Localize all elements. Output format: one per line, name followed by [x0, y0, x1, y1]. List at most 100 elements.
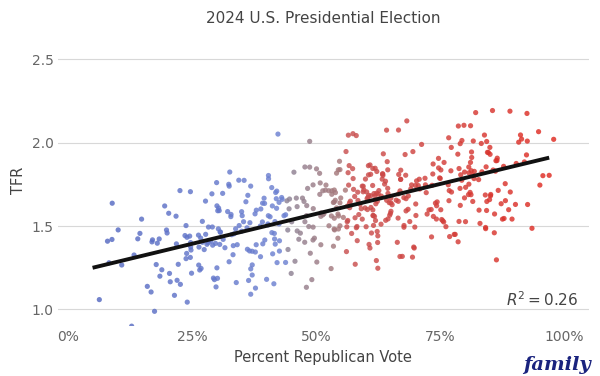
Point — [316, 210, 326, 216]
Point — [393, 215, 403, 221]
Point — [434, 165, 443, 171]
Point — [490, 211, 499, 217]
Point — [362, 196, 372, 202]
Point — [434, 155, 443, 161]
Point — [386, 200, 396, 206]
Point — [346, 198, 355, 204]
Point — [464, 170, 474, 176]
Point — [211, 240, 220, 246]
Point — [209, 277, 219, 283]
Point — [454, 218, 464, 224]
Point — [521, 152, 531, 158]
Point — [201, 231, 211, 237]
Point — [368, 212, 378, 218]
Point — [326, 265, 336, 271]
Point — [324, 223, 334, 229]
Point — [474, 177, 484, 183]
Point — [493, 187, 503, 193]
Point — [490, 230, 499, 236]
Point — [364, 172, 373, 178]
Point — [427, 206, 436, 212]
Point — [246, 266, 256, 272]
Point — [343, 219, 352, 225]
Point — [289, 169, 299, 175]
Point — [373, 240, 382, 246]
Point — [491, 257, 501, 263]
Point — [464, 192, 473, 198]
Point — [428, 161, 438, 167]
Point — [282, 198, 292, 204]
Point — [329, 243, 338, 249]
Point — [366, 171, 376, 177]
Point — [181, 223, 191, 229]
Point — [362, 189, 371, 195]
Point — [275, 238, 284, 244]
Point — [194, 262, 203, 268]
Point — [405, 218, 415, 224]
Point — [350, 261, 360, 267]
Point — [113, 227, 123, 233]
Point — [376, 193, 386, 199]
Point — [457, 138, 467, 144]
Point — [292, 228, 302, 234]
Point — [154, 236, 164, 242]
X-axis label: Percent Republican Vote: Percent Republican Vote — [235, 350, 412, 365]
Point — [352, 133, 361, 139]
Point — [224, 183, 234, 189]
Point — [262, 276, 271, 282]
Point — [371, 201, 380, 207]
Point — [212, 265, 222, 271]
Point — [368, 182, 377, 188]
Point — [286, 270, 296, 276]
Point — [335, 200, 345, 206]
Point — [215, 229, 225, 235]
Point — [388, 202, 397, 208]
Point — [428, 171, 437, 177]
Point — [439, 219, 449, 225]
Point — [404, 193, 413, 199]
Point — [466, 168, 476, 174]
Point — [287, 219, 296, 225]
Point — [172, 241, 181, 247]
Point — [496, 201, 506, 207]
Point — [401, 208, 411, 214]
Point — [251, 207, 261, 213]
Point — [368, 165, 377, 171]
Point — [422, 211, 432, 217]
Point — [370, 214, 379, 220]
Point — [500, 198, 510, 204]
Point — [277, 196, 287, 202]
Point — [481, 224, 490, 230]
Point — [364, 163, 373, 169]
Point — [212, 180, 221, 186]
Point — [453, 151, 463, 157]
Point — [367, 230, 376, 236]
Point — [445, 233, 454, 240]
Point — [381, 178, 391, 184]
Point — [146, 289, 156, 295]
Point — [344, 132, 353, 138]
Point — [461, 219, 470, 225]
Point — [482, 199, 491, 205]
Point — [359, 187, 368, 193]
Point — [368, 212, 378, 218]
Point — [334, 167, 343, 173]
Point — [247, 262, 257, 268]
Point — [229, 231, 239, 237]
Point — [427, 234, 436, 240]
Point — [381, 217, 391, 223]
Point — [229, 243, 238, 249]
Point — [459, 122, 469, 128]
Point — [488, 108, 497, 114]
Point — [469, 138, 478, 144]
Point — [341, 249, 351, 255]
Point — [481, 192, 490, 198]
Point — [281, 259, 290, 265]
Point — [378, 171, 388, 177]
Point — [269, 281, 278, 287]
Point — [320, 187, 330, 193]
Point — [182, 234, 192, 240]
Point — [202, 241, 212, 247]
Point — [275, 248, 284, 254]
Point — [379, 151, 388, 157]
